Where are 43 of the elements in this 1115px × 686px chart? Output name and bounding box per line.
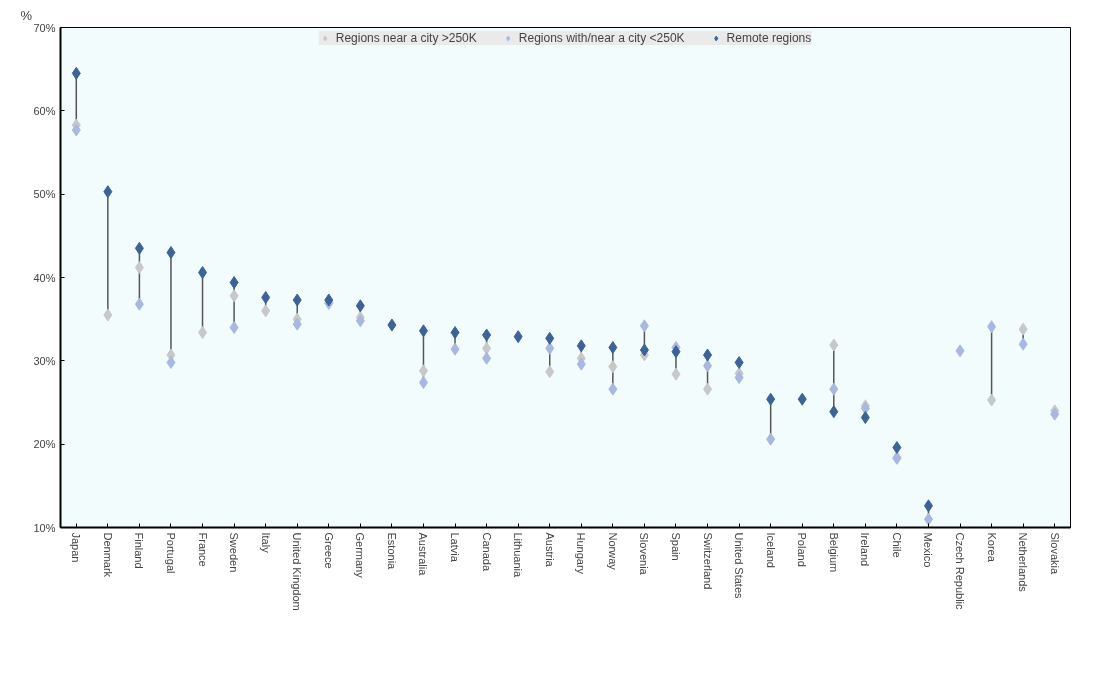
x-tick-label: Spain — [669, 532, 682, 561]
y-tick-label: 40% — [33, 271, 56, 284]
x-tick-label: Finland — [133, 532, 146, 569]
legend-label: Remote regions — [726, 31, 812, 45]
legend-label: Regions with/near a city <250K — [518, 31, 685, 45]
x-tick-label: Switzerland — [701, 532, 714, 590]
x-tick-label: Ireland — [859, 532, 872, 567]
x-tick-label: Czech Republic — [954, 532, 967, 611]
y-tick-label: 30% — [33, 354, 56, 367]
x-tick-label: Iceland — [764, 532, 777, 568]
x-tick-label: Mexico — [922, 532, 935, 568]
x-tick-label: United Kingdom — [291, 532, 304, 611]
x-tick-label: Poland — [796, 532, 809, 567]
x-tick-label: Korea — [985, 532, 998, 563]
x-tick-label: Belgium — [827, 532, 840, 573]
x-tick-label: Slovenia — [638, 532, 651, 576]
x-tick-label: Germany — [354, 532, 367, 579]
x-tick-label: Norway — [606, 532, 619, 571]
x-tick-label: Slovakia — [1048, 532, 1061, 575]
x-tick-label: Sweden — [228, 532, 241, 573]
x-tick-label: Chile — [890, 532, 903, 558]
x-tick-label: Italy — [259, 532, 272, 554]
y-tick-label: 60% — [33, 104, 56, 117]
x-tick-label: United States — [733, 532, 746, 600]
y-tick-label: 20% — [33, 438, 56, 451]
x-tick-label: Austria — [543, 532, 556, 568]
x-tick-label: Latvia — [449, 532, 462, 563]
x-tick-label: Australia — [417, 532, 430, 577]
y-tick-label: 70% — [33, 21, 56, 34]
x-tick-label: Japan — [70, 532, 83, 563]
x-tick-label: Lithuania — [512, 532, 525, 579]
y-axis-title: % — [20, 7, 33, 23]
x-tick-label: Netherlands — [1017, 532, 1030, 593]
x-tick-label: Canada — [480, 532, 493, 572]
x-tick-label: Denmark — [101, 532, 114, 578]
x-tick-label: Estonia — [385, 532, 398, 571]
y-tick-label: 50% — [33, 188, 56, 201]
legend-label: Regions near a city >250K — [335, 31, 477, 45]
x-tick-label: Greece — [322, 532, 335, 569]
x-tick-label: Hungary — [575, 532, 588, 575]
x-tick-label: Portugal — [164, 532, 177, 574]
y-tick-label: 10% — [33, 521, 56, 534]
x-tick-label: France — [196, 532, 209, 567]
